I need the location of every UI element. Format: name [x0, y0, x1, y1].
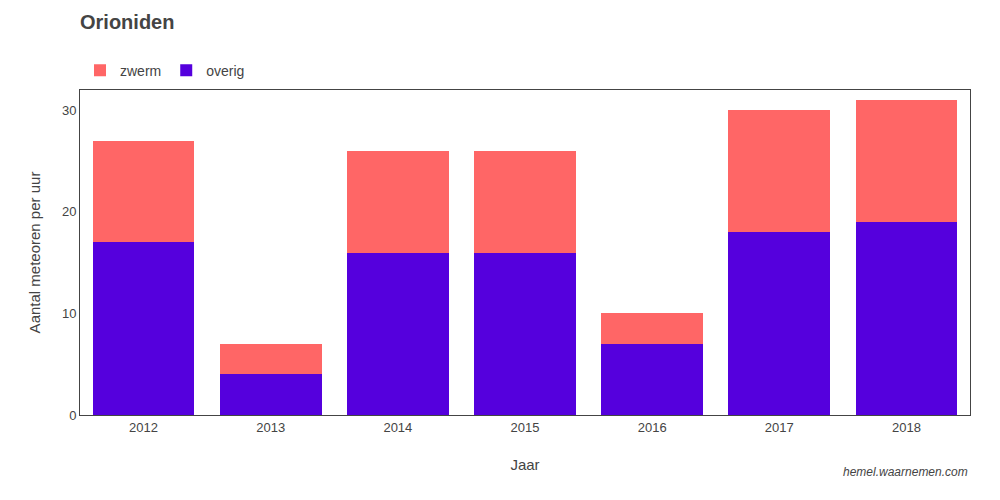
svg-text:2018: 2018 [892, 420, 921, 435]
svg-text:10: 10 [62, 306, 76, 321]
svg-text:0: 0 [69, 408, 76, 423]
svg-text:30: 30 [62, 103, 76, 118]
svg-text:2014: 2014 [383, 420, 412, 435]
svg-text:Orioniden: Orioniden [80, 11, 174, 33]
svg-text:2013: 2013 [256, 420, 285, 435]
svg-text:hemel.waarnemen.com: hemel.waarnemen.com [843, 465, 968, 479]
svg-text:20: 20 [62, 204, 76, 219]
svg-text:2016: 2016 [638, 420, 667, 435]
svg-text:2015: 2015 [511, 420, 540, 435]
svg-text:Jaar: Jaar [510, 456, 539, 473]
svg-text:Aantal meteoren per uur: Aantal meteoren per uur [26, 172, 43, 334]
svg-text:2012: 2012 [129, 420, 158, 435]
svg-text:zwerm: zwerm [120, 63, 161, 79]
svg-text:2017: 2017 [765, 420, 794, 435]
svg-text:overig: overig [206, 63, 244, 79]
